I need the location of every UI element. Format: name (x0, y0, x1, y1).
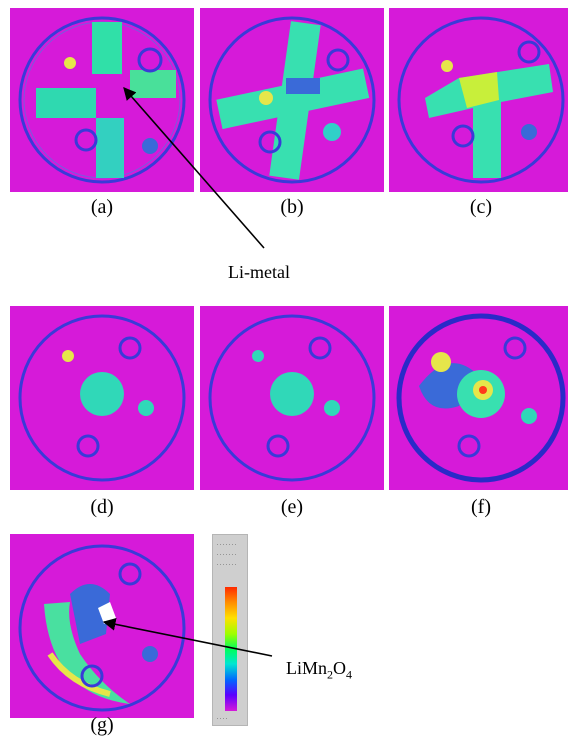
image-panel-b (200, 8, 384, 192)
image-panel-g (10, 534, 194, 718)
panel-label-e: (e) (280, 496, 304, 518)
image-panel-e (200, 306, 384, 490)
panel-label-g: (g) (90, 714, 114, 736)
image-panel-d (10, 306, 194, 490)
panel-label-d: (d) (90, 496, 114, 518)
image-panel-c (389, 8, 568, 192)
limn2o4-annotation: LiMn2O4 (286, 658, 353, 682)
image-panel-f (389, 306, 568, 490)
panel-label-f: (f) (471, 496, 491, 518)
color-gradient (225, 587, 237, 711)
panel-label-b: (b) (280, 196, 304, 218)
color-scale-bar: ....... ....... ....... .... (212, 534, 248, 726)
panel-label-a: (a) (90, 196, 114, 218)
li-metal-annotation: Li-metal (228, 262, 290, 282)
image-panel-a (10, 8, 194, 192)
panel-label-c: (c) (469, 196, 493, 218)
